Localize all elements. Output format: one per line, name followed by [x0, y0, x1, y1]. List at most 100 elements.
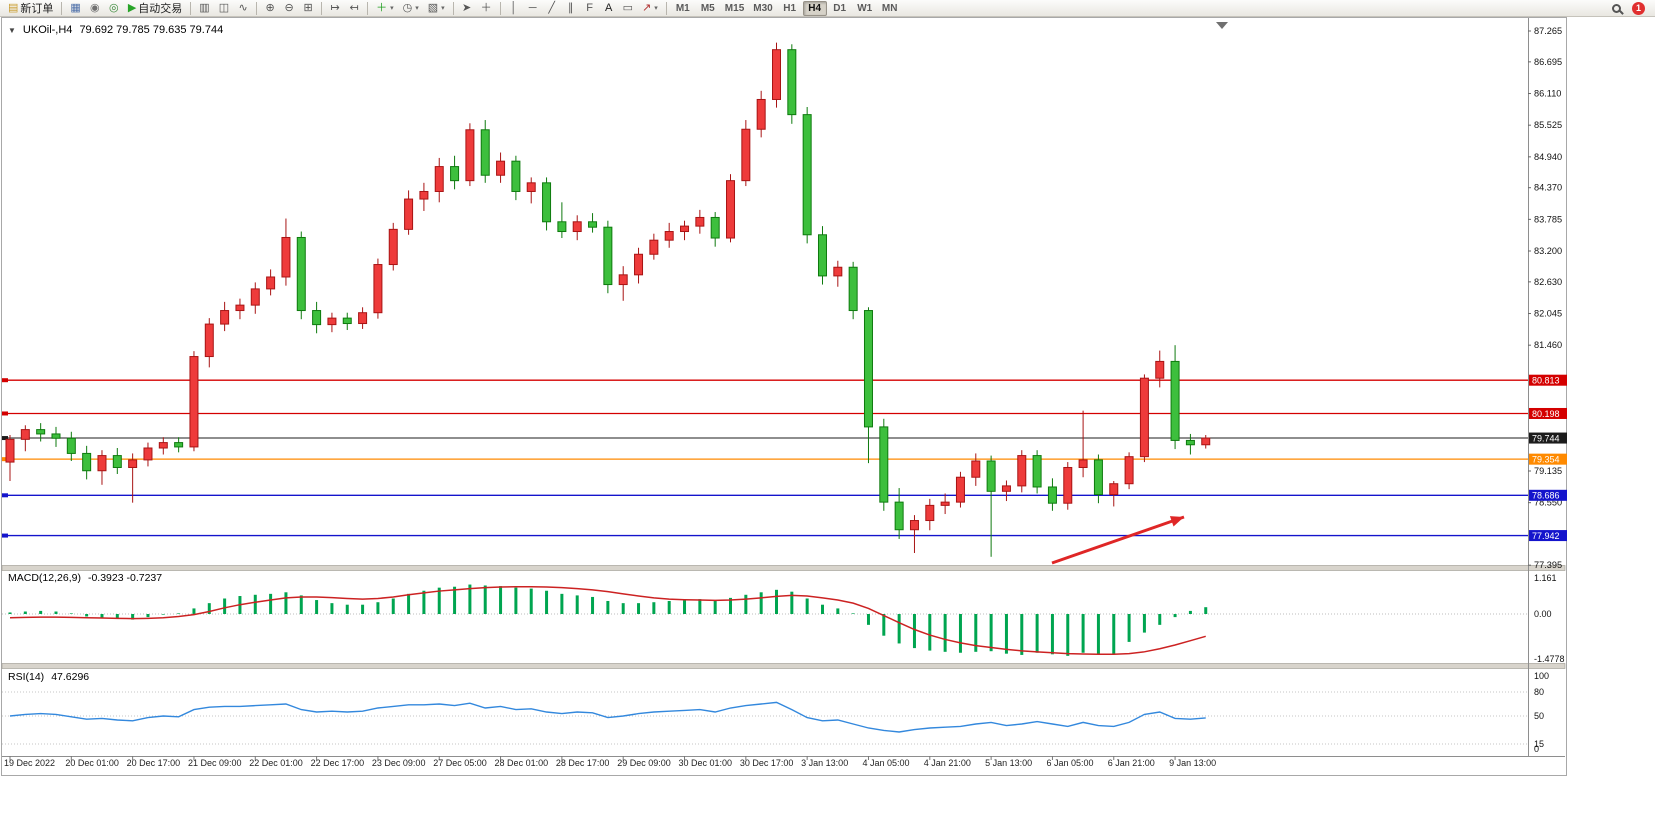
chart-shift-marker[interactable]: [1216, 22, 1228, 29]
bars-icon: ▥: [199, 1, 210, 14]
monitor-icon: ▦: [70, 1, 81, 14]
svg-text:82.045: 82.045: [1534, 309, 1562, 319]
toolbar-separator: [367, 1, 369, 15]
arrow-annotation[interactable]: [1051, 515, 1185, 565]
svg-text:84.940: 84.940: [1534, 152, 1562, 162]
rsi-header: RSI(14) 47.6296: [8, 671, 89, 683]
svg-text:30 Dec 01:00: 30 Dec 01:00: [679, 758, 733, 768]
timeframe-m30-button[interactable]: M30: [753, 2, 773, 14]
indicators-button[interactable]: ＋ ▾: [372, 1, 398, 16]
svg-text:-1.4778: -1.4778: [1534, 654, 1565, 664]
search-button[interactable]: [1607, 1, 1625, 16]
panel-separators[interactable]: [1, 565, 1566, 669]
arrowtool-icon: ↗: [642, 1, 652, 14]
svg-text:19 Dec 2022: 19 Dec 2022: [4, 758, 55, 768]
candlestick-chart-button[interactable]: ◫: [215, 1, 233, 16]
autotrading-button[interactable]: ▶ 自动交易: [124, 1, 186, 16]
cursor-button[interactable]: ➤: [458, 1, 476, 16]
data-window-button[interactable]: ◉: [86, 1, 104, 16]
timeframe-w1-button[interactable]: W1: [857, 2, 873, 14]
text-button[interactable]: A: [600, 1, 618, 16]
svg-text:86.695: 86.695: [1534, 57, 1562, 67]
timeframe-mn-button[interactable]: MN: [881, 2, 898, 14]
svg-text:81.460: 81.460: [1534, 340, 1562, 350]
svg-text:86.110: 86.110: [1534, 89, 1561, 99]
horizontal-line-button[interactable]: ─: [524, 1, 542, 16]
timeframe-m1-button[interactable]: M1: [675, 2, 690, 14]
rsi-value: 47.6296: [51, 671, 90, 683]
zoom-in-button[interactable]: ⊕: [261, 1, 279, 16]
candles-series: [5, 42, 1211, 557]
toolbar-separator: [321, 1, 323, 15]
svg-text:77.395: 77.395: [1534, 560, 1562, 570]
chart-shift-button[interactable]: ↤: [345, 1, 363, 16]
collapse-icon[interactable]: ▼: [8, 25, 16, 35]
vertical-line-button[interactable]: │: [505, 1, 523, 16]
symbol-label: UKOil-,H4: [22, 24, 73, 36]
svg-text:79.135: 79.135: [1534, 466, 1562, 476]
arrows-button[interactable]: ↗ ▾: [638, 1, 662, 16]
svg-text:20 Dec 01:00: 20 Dec 01:00: [65, 758, 119, 768]
crosshair-icon: ＋: [480, 1, 492, 14]
svg-text:77.942: 77.942: [1532, 531, 1560, 541]
timeframe-m5-button[interactable]: M5: [700, 2, 715, 14]
trendline-button[interactable]: ╱: [543, 1, 561, 16]
svg-text:83.200: 83.200: [1534, 246, 1562, 256]
caret-down-icon: ▾: [441, 5, 445, 12]
templates-button[interactable]: ▧ ▾: [424, 1, 449, 16]
level-lines[interactable]: [2, 378, 1528, 538]
fibo-icon: F: [586, 1, 594, 14]
time-axis[interactable]: 19 Dec 2022 20 Dec 01:00 20 Dec 17:00 21 De…: [4, 756, 1216, 768]
label-button[interactable]: ▭: [619, 1, 637, 16]
auto-scroll-button[interactable]: ↦: [326, 1, 344, 16]
timeframe-h4-button[interactable]: H4: [802, 0, 827, 16]
notification-badge[interactable]: 1: [1632, 1, 1645, 15]
caret-down-icon: ▾: [415, 5, 419, 12]
svg-text:84.370: 84.370: [1534, 183, 1562, 193]
svg-text:82.630: 82.630: [1534, 277, 1562, 287]
svg-text:78.550: 78.550: [1534, 498, 1562, 508]
navigator-button[interactable]: ◎: [105, 1, 123, 16]
timeframe-m15-button[interactable]: M15: [724, 2, 745, 14]
chart-window-border: [1, 17, 1567, 776]
svg-text:85.525: 85.525: [1534, 120, 1562, 130]
channel-button[interactable]: ∥: [562, 1, 580, 16]
svg-text:6 Jan 21:00: 6 Jan 21:00: [1108, 758, 1155, 768]
plus-icon: ＋: [376, 1, 388, 14]
toolbar-separator: [452, 1, 454, 15]
timeframe-h1-button[interactable]: H1: [783, 2, 797, 14]
play-icon: ▶: [127, 1, 137, 14]
svg-text:1.161: 1.161: [1534, 573, 1557, 583]
toolbar-separator: [256, 1, 258, 15]
tile-icon: ⊞: [303, 1, 313, 14]
new-order-button[interactable]: ▤ 新订单: [4, 1, 57, 16]
svg-text:29 Dec 09:00: 29 Dec 09:00: [617, 758, 671, 768]
fibonacci-button[interactable]: F: [581, 1, 599, 16]
rsi-title: RSI(14): [8, 671, 45, 683]
zoom-out-button[interactable]: ⊖: [280, 1, 298, 16]
price-axis[interactable]: 87.265 86.695 86.110 85.525 84.940 84.370 83.7…: [1528, 26, 1567, 754]
periods-button[interactable]: ◷ ▾: [399, 1, 423, 16]
crosshair-button[interactable]: ＋: [477, 1, 496, 16]
market-watch-button[interactable]: ▦: [66, 1, 84, 16]
svg-text:9 Jan 13:00: 9 Jan 13:00: [1169, 758, 1216, 768]
svg-text:27 Dec 05:00: 27 Dec 05:00: [433, 758, 487, 768]
toolbar: ▤ 新订单 ▦ ◉ ◎ ▶ 自动交易 ▥ ◫ ∿ ⊕ ⊖ ⊞ ↦ ↤ ＋ ▾ ◷ ▾ ▧ ▾ ➤ ＋ │ ─ ╱ ∥ F A ▭ ↗ ▾ M1…: [0, 0, 1655, 17]
svg-text:79.354: 79.354: [1532, 454, 1560, 464]
search-icon: [1611, 3, 1621, 13]
tile-windows-button[interactable]: ⊞: [299, 1, 317, 16]
toolbar-separator: [61, 1, 63, 15]
svg-text:30 Dec 17:00: 30 Dec 17:00: [740, 758, 794, 768]
bar-chart-button[interactable]: ▥: [195, 1, 213, 16]
candles-icon: ◫: [218, 1, 230, 14]
text-icon: A: [604, 1, 613, 14]
svg-text:23 Dec 09:00: 23 Dec 09:00: [372, 758, 426, 768]
toolbar-separator: [665, 1, 667, 15]
line-chart-button[interactable]: ∿: [234, 1, 252, 16]
svg-text:22 Dec 17:00: 22 Dec 17:00: [311, 758, 365, 768]
timeframe-d1-button[interactable]: D1: [833, 2, 847, 14]
channel-icon: ∥: [567, 1, 574, 14]
svg-text:6 Jan 05:00: 6 Jan 05:00: [1046, 758, 1093, 768]
